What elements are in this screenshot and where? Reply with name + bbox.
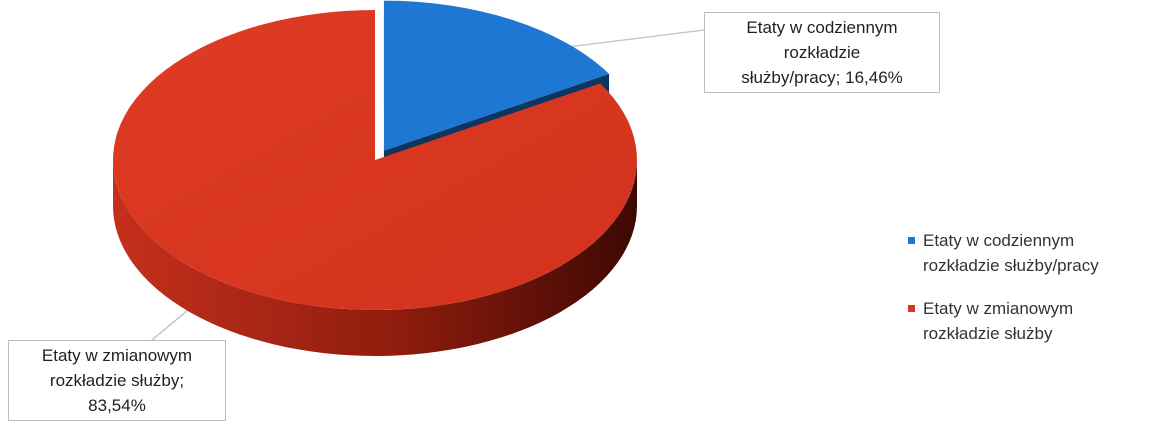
legend-label: Etaty w zmianowym (923, 299, 1074, 318)
data-label-line: Etaty w codziennym (746, 18, 898, 37)
legend-swatch-blue (908, 237, 915, 244)
legend-swatch-red (908, 305, 915, 312)
pie-slice-0 (383, 0, 610, 151)
legend-item-shift: Etaty w zmianowym rozkładzie służby (908, 296, 1099, 346)
pie-slice-side (113, 160, 637, 356)
legend-item-daily: Etaty w codziennym rozkładzie służby/pra… (908, 228, 1099, 278)
data-label-line: Etaty w zmianowym (41, 346, 193, 365)
legend-label: rozkładzie służby (923, 324, 1053, 343)
pie-slice-1 (113, 10, 638, 311)
legend-label: rozkładzie służby/pracy (923, 256, 1099, 275)
data-label-daily-schedule: Etaty w codziennym rozkładzie służby/pra… (704, 12, 940, 93)
data-label-line: służby/pracy; 16,46% (741, 68, 903, 87)
data-label-shift-schedule: Etaty w zmianowym rozkładzie służby; 83,… (8, 340, 226, 421)
data-label-line: rozkładzie służby; (49, 371, 185, 390)
data-label-line: rozkładzie (783, 43, 861, 62)
legend-label: Etaty w codziennym (923, 231, 1075, 250)
legend: Etaty w codziennym rozkładzie służby/pra… (908, 228, 1099, 364)
data-label-line: 83,54% (88, 396, 146, 415)
